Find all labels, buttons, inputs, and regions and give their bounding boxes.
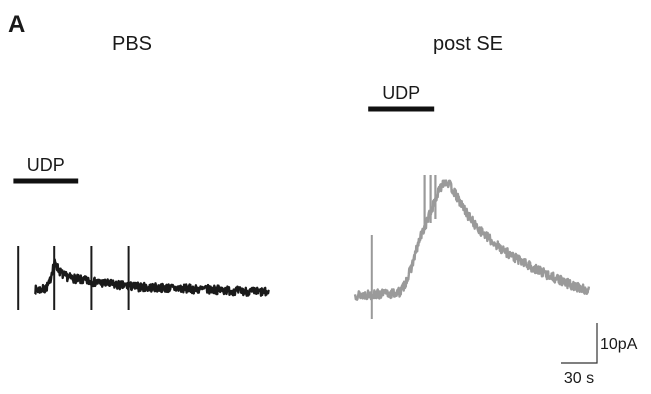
pbs-trace [34,258,270,297]
pbs-artifacts [17,246,130,310]
pbs-udp-label: UDP [27,155,65,175]
post-se-trace [353,179,591,301]
scale-bar-x-label: 30 s [564,370,594,387]
panel-letter: A [8,11,25,38]
pbs-title: PBS [112,33,152,55]
post-se-plot: UDP [353,83,591,319]
scale-bar-y-label: 10pA [600,336,638,353]
post-se-title: post SE [433,33,503,55]
scale-bar-lines [561,323,598,364]
post-se-udp-label: UDP [382,83,420,103]
scale-bar: 10pA 30 s [561,323,638,387]
pbs-plot: UDP [13,155,270,310]
